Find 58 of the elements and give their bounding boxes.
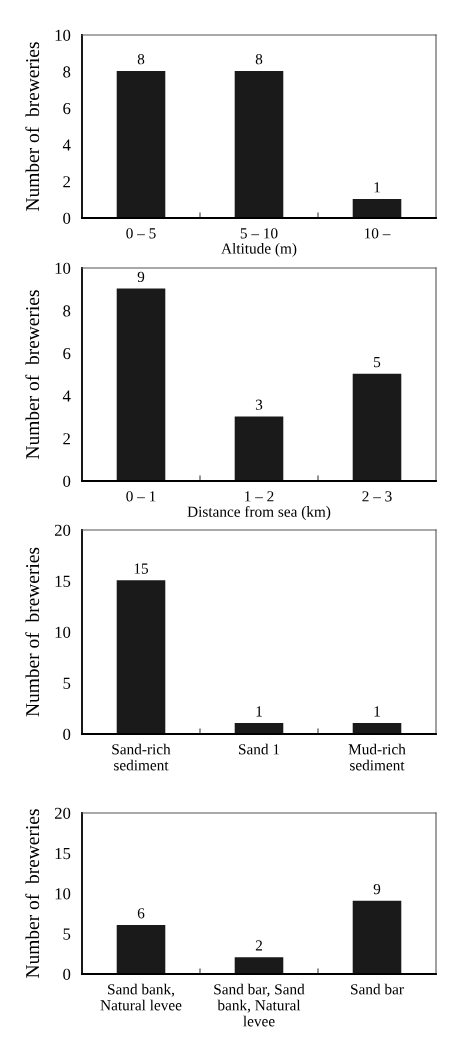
- data-label: 1: [374, 182, 380, 193]
- x-tick-label: 0 – 1: [126, 491, 156, 502]
- x-tick-label: Sand bank, Natural levee: [100, 983, 182, 1011]
- bar: [352, 373, 402, 481]
- data-label: 3: [255, 399, 263, 410]
- x-tick-label: Sand-rich sediment: [112, 743, 171, 771]
- x-axis-title: Altitude (m): [221, 242, 297, 257]
- y-tick-label: 0: [63, 968, 71, 980]
- bar: [352, 900, 402, 974]
- y-tick-label: 10: [55, 626, 71, 638]
- data-label: 1: [256, 706, 262, 717]
- y-tick-label: 8: [63, 305, 71, 317]
- data-label: 6: [137, 908, 145, 919]
- x-tick-label: 2 – 3: [362, 491, 392, 502]
- data-label: 5: [374, 357, 381, 368]
- bar: [116, 925, 166, 974]
- y-axis-title: Number of breweries: [25, 42, 40, 211]
- y-tick-label: 15: [55, 848, 71, 860]
- y-tick-label: 10: [55, 888, 71, 900]
- x-tick-label: Sand bar: [351, 983, 404, 995]
- data-label: 8: [255, 54, 263, 65]
- y-tick-label: 5: [63, 677, 71, 689]
- y-axis-title: Number of breweries: [25, 290, 40, 459]
- data-label: 1: [374, 706, 380, 717]
- data-label: 8: [137, 54, 145, 65]
- y-axis-title: Number of breweries: [25, 809, 40, 978]
- y-tick-label: 20: [54, 524, 71, 536]
- y-tick-label: 2: [63, 176, 70, 188]
- y-tick-label: 8: [63, 66, 71, 78]
- x-tick-label: 10 –: [364, 228, 391, 239]
- x-axis-title: Distance from sea (km): [187, 505, 331, 520]
- x-tick-label: 0 – 5: [126, 228, 156, 239]
- x-tick-label: Sand 1: [239, 743, 280, 755]
- data-label: 15: [134, 563, 149, 574]
- bar: [234, 957, 284, 974]
- y-tick-label: 0: [63, 212, 71, 224]
- y-tick-label: 20: [54, 807, 71, 819]
- x-tick-label: Sand bar, Sand bank, Natural levee: [214, 983, 305, 1027]
- y-tick-label: 0: [63, 728, 71, 740]
- bar: [234, 416, 284, 481]
- data-label: 9: [137, 271, 145, 283]
- bar: [116, 288, 166, 481]
- data-label: 2: [255, 940, 262, 951]
- y-tick-label: 4: [62, 390, 71, 402]
- y-tick-label: 4: [62, 139, 71, 151]
- y-tick-label: 10: [55, 29, 71, 41]
- y-tick-label: 10: [55, 262, 71, 274]
- y-axis-title: Number of breweries: [25, 547, 40, 717]
- data-label: 9: [373, 884, 381, 895]
- x-tick-label: Mud-rich sediment: [348, 743, 406, 771]
- y-tick-label: 2: [63, 433, 70, 445]
- y-tick-label: 6: [63, 102, 71, 115]
- x-tick-label: 1 – 2: [245, 491, 274, 502]
- y-tick-label: 6: [63, 347, 71, 360]
- y-tick-label: 5: [63, 928, 71, 940]
- x-tick-label: 5 – 10: [240, 228, 278, 239]
- y-tick-label: 15: [55, 575, 71, 587]
- y-tick-label: 0: [63, 475, 71, 487]
